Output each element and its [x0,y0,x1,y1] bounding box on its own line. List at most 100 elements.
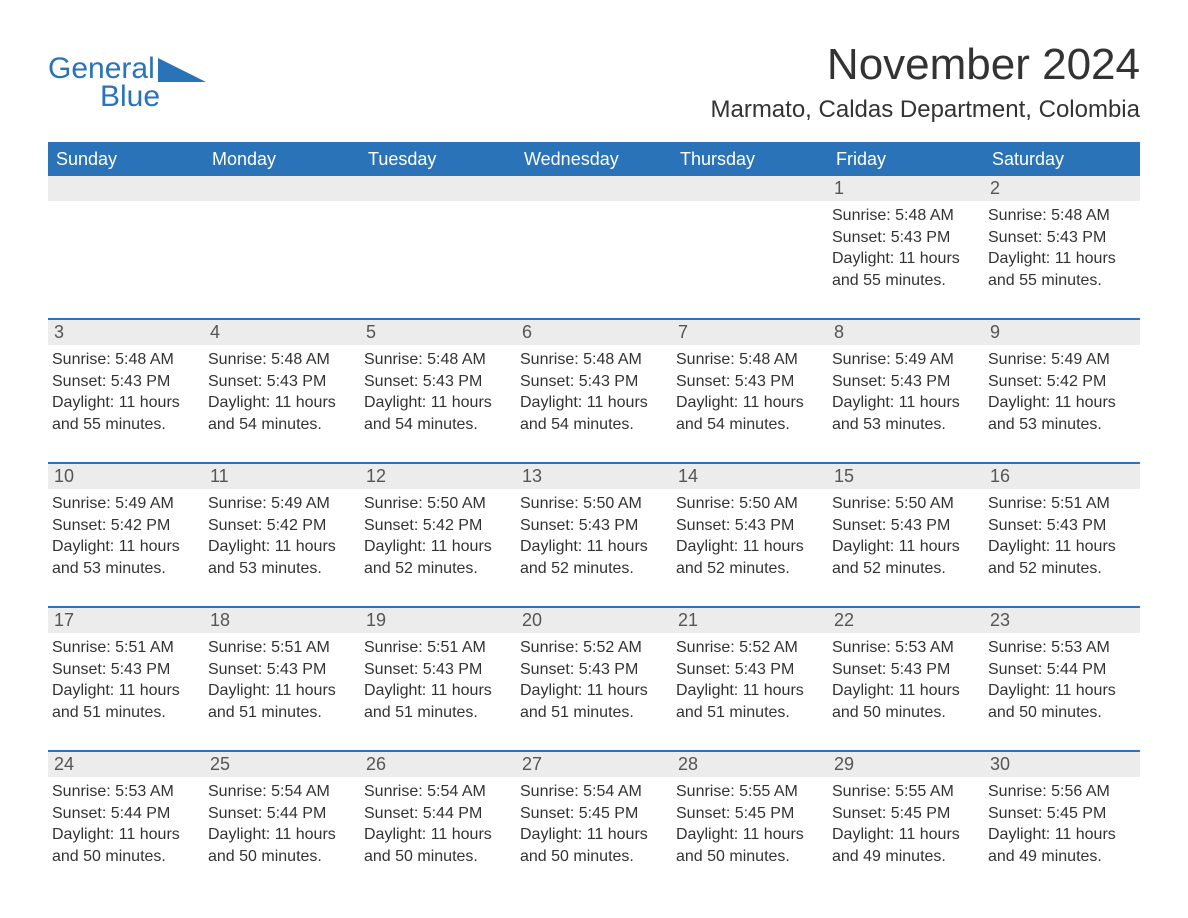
sunset-text: Sunset: 5:43 PM [520,371,668,393]
sunset-text: Sunset: 5:43 PM [520,659,668,681]
calendar-cell: 23Sunrise: 5:53 AMSunset: 5:44 PMDayligh… [984,607,1140,751]
day-details: Sunrise: 5:48 AMSunset: 5:43 PMDaylight:… [48,345,204,439]
sunrise-text: Sunrise: 5:48 AM [52,349,200,371]
daylight-text: Daylight: 11 hours and 55 minutes. [52,392,200,435]
calendar-cell: 9Sunrise: 5:49 AMSunset: 5:42 PMDaylight… [984,319,1140,463]
sunset-text: Sunset: 5:42 PM [52,515,200,537]
calendar-cell [204,176,360,319]
sunset-text: Sunset: 5:43 PM [520,515,668,537]
daylight-text: Daylight: 11 hours and 52 minutes. [832,536,980,579]
day-number: 6 [516,320,672,345]
daylight-text: Daylight: 11 hours and 51 minutes. [520,680,668,723]
day-number: 8 [828,320,984,345]
day-number: 27 [516,752,672,777]
day-details: Sunrise: 5:50 AMSunset: 5:43 PMDaylight:… [516,489,672,583]
calendar-cell [360,176,516,319]
day-details: Sunrise: 5:49 AMSunset: 5:43 PMDaylight:… [828,345,984,439]
day-number: 19 [360,608,516,633]
sunset-text: Sunset: 5:45 PM [520,803,668,825]
day-number: 14 [672,464,828,489]
month-title: November 2024 [710,40,1140,90]
calendar-cell: 20Sunrise: 5:52 AMSunset: 5:43 PMDayligh… [516,607,672,751]
sunrise-text: Sunrise: 5:48 AM [676,349,824,371]
calendar-head: Sunday Monday Tuesday Wednesday Thursday… [48,142,1140,176]
day-number [516,176,672,201]
calendar-cell: 19Sunrise: 5:51 AMSunset: 5:43 PMDayligh… [360,607,516,751]
daylight-text: Daylight: 11 hours and 54 minutes. [208,392,356,435]
daylight-text: Daylight: 11 hours and 49 minutes. [988,824,1136,867]
daylight-text: Daylight: 11 hours and 50 minutes. [364,824,512,867]
calendar-week-row: 17Sunrise: 5:51 AMSunset: 5:43 PMDayligh… [48,607,1140,751]
sunset-text: Sunset: 5:43 PM [988,515,1136,537]
sunset-text: Sunset: 5:43 PM [52,659,200,681]
sunset-text: Sunset: 5:43 PM [364,371,512,393]
sunrise-text: Sunrise: 5:48 AM [364,349,512,371]
day-number: 21 [672,608,828,633]
sunrise-text: Sunrise: 5:49 AM [832,349,980,371]
daylight-text: Daylight: 11 hours and 51 minutes. [208,680,356,723]
sunrise-text: Sunrise: 5:53 AM [832,637,980,659]
calendar-page: General Blue November 2024 Marmato, Cald… [0,0,1188,918]
sunset-text: Sunset: 5:43 PM [364,659,512,681]
daylight-text: Daylight: 11 hours and 53 minutes. [988,392,1136,435]
sunrise-text: Sunrise: 5:51 AM [208,637,356,659]
calendar-cell: 4Sunrise: 5:48 AMSunset: 5:43 PMDaylight… [204,319,360,463]
day-details: Sunrise: 5:48 AMSunset: 5:43 PMDaylight:… [516,345,672,439]
daylight-text: Daylight: 11 hours and 51 minutes. [364,680,512,723]
sunrise-text: Sunrise: 5:54 AM [520,781,668,803]
daylight-text: Daylight: 11 hours and 52 minutes. [520,536,668,579]
daylight-text: Daylight: 11 hours and 53 minutes. [52,536,200,579]
day-number: 17 [48,608,204,633]
sunrise-text: Sunrise: 5:53 AM [988,637,1136,659]
location-subtitle: Marmato, Caldas Department, Colombia [710,96,1140,124]
calendar-week-row: 24Sunrise: 5:53 AMSunset: 5:44 PMDayligh… [48,751,1140,894]
day-details: Sunrise: 5:50 AMSunset: 5:42 PMDaylight:… [360,489,516,583]
day-number: 4 [204,320,360,345]
day-number: 25 [204,752,360,777]
calendar-cell: 16Sunrise: 5:51 AMSunset: 5:43 PMDayligh… [984,463,1140,607]
sunset-text: Sunset: 5:43 PM [832,659,980,681]
calendar-cell: 28Sunrise: 5:55 AMSunset: 5:45 PMDayligh… [672,751,828,894]
calendar-cell: 5Sunrise: 5:48 AMSunset: 5:43 PMDaylight… [360,319,516,463]
sunrise-text: Sunrise: 5:54 AM [364,781,512,803]
day-details: Sunrise: 5:53 AMSunset: 5:44 PMDaylight:… [984,633,1140,727]
day-details: Sunrise: 5:50 AMSunset: 5:43 PMDaylight:… [828,489,984,583]
calendar-cell: 2Sunrise: 5:48 AMSunset: 5:43 PMDaylight… [984,176,1140,319]
day-details: Sunrise: 5:53 AMSunset: 5:43 PMDaylight:… [828,633,984,727]
day-details: Sunrise: 5:52 AMSunset: 5:43 PMDaylight:… [516,633,672,727]
daylight-text: Daylight: 11 hours and 53 minutes. [208,536,356,579]
sunrise-text: Sunrise: 5:50 AM [676,493,824,515]
daylight-text: Daylight: 11 hours and 50 minutes. [520,824,668,867]
sunrise-text: Sunrise: 5:50 AM [832,493,980,515]
day-number: 28 [672,752,828,777]
sunset-text: Sunset: 5:44 PM [208,803,356,825]
day-details [360,201,516,231]
calendar-cell: 10Sunrise: 5:49 AMSunset: 5:42 PMDayligh… [48,463,204,607]
daylight-text: Daylight: 11 hours and 52 minutes. [364,536,512,579]
day-number: 24 [48,752,204,777]
sunset-text: Sunset: 5:43 PM [676,659,824,681]
daylight-text: Daylight: 11 hours and 50 minutes. [52,824,200,867]
daylight-text: Daylight: 11 hours and 55 minutes. [832,248,980,291]
sunrise-text: Sunrise: 5:53 AM [52,781,200,803]
sunrise-text: Sunrise: 5:55 AM [832,781,980,803]
weekday-header: Friday [828,142,984,176]
calendar-cell: 14Sunrise: 5:50 AMSunset: 5:43 PMDayligh… [672,463,828,607]
sunset-text: Sunset: 5:42 PM [208,515,356,537]
calendar-cell: 30Sunrise: 5:56 AMSunset: 5:45 PMDayligh… [984,751,1140,894]
sunset-text: Sunset: 5:43 PM [832,227,980,249]
day-details: Sunrise: 5:54 AMSunset: 5:44 PMDaylight:… [360,777,516,871]
calendar-cell: 6Sunrise: 5:48 AMSunset: 5:43 PMDaylight… [516,319,672,463]
day-details: Sunrise: 5:52 AMSunset: 5:43 PMDaylight:… [672,633,828,727]
day-number [360,176,516,201]
calendar-week-row: 3Sunrise: 5:48 AMSunset: 5:43 PMDaylight… [48,319,1140,463]
day-details: Sunrise: 5:49 AMSunset: 5:42 PMDaylight:… [204,489,360,583]
daylight-text: Daylight: 11 hours and 52 minutes. [988,536,1136,579]
brand-triangle-icon [158,58,206,88]
calendar-cell: 8Sunrise: 5:49 AMSunset: 5:43 PMDaylight… [828,319,984,463]
sunrise-text: Sunrise: 5:50 AM [520,493,668,515]
day-details: Sunrise: 5:48 AMSunset: 5:43 PMDaylight:… [204,345,360,439]
day-number: 22 [828,608,984,633]
sunset-text: Sunset: 5:44 PM [52,803,200,825]
calendar-body: 1Sunrise: 5:48 AMSunset: 5:43 PMDaylight… [48,176,1140,894]
